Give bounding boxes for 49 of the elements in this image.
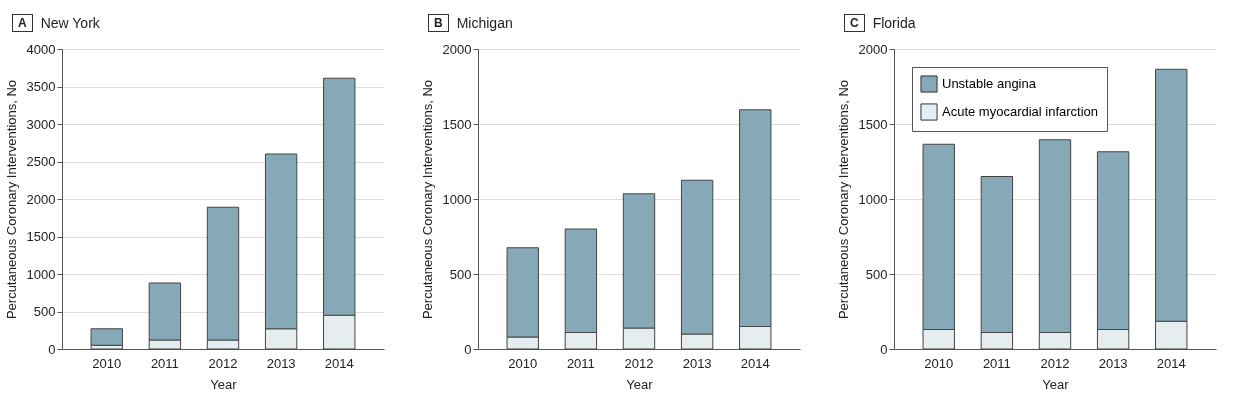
x-tick-label: 2011: [566, 355, 595, 371]
x-tick-label: 2010: [92, 355, 122, 371]
x-tick-label: 2010: [508, 355, 538, 371]
x-tick-label: 2014: [1156, 355, 1186, 371]
y-tick-label: 3000: [26, 116, 56, 132]
y-tick-label: 1500: [26, 229, 56, 244]
x-tick-label: 2013: [1098, 355, 1128, 371]
x-tick-label: 2012: [208, 355, 238, 371]
chart-title: Florida: [872, 15, 916, 31]
x-tick-label: 2012: [1040, 355, 1070, 371]
x-tick-label: 2012: [624, 355, 654, 371]
chart-title: New York: [40, 15, 100, 31]
y-axis-title: Percutaneous Coronary Interventions, No: [835, 79, 851, 320]
y-tick-label: 1000: [442, 191, 472, 207]
y-tick-label: 2500: [26, 154, 56, 169]
y-tick-label: 0: [880, 341, 888, 357]
text: C: [844, 14, 865, 32]
y-tick-label: 500: [33, 304, 56, 319]
y-tick-label: 0: [464, 341, 472, 357]
legend-label: Unstable angina: [942, 76, 1037, 91]
text: B: [428, 14, 449, 32]
legend-label: Acute myocardial infarction: [942, 104, 1099, 119]
y-axis-title: Percutaneous Coronary Interventions, No: [419, 79, 435, 320]
x-tick-label: 2011: [982, 355, 1011, 371]
x-axis-title: Year: [626, 376, 654, 392]
y-tick-label: 500: [449, 266, 472, 282]
y-tick-label: 0: [48, 341, 56, 357]
y-tick-label: 3500: [26, 79, 56, 94]
x-tick-label: 2013: [682, 355, 712, 371]
text: A: [12, 14, 33, 32]
y-tick-label: 1500: [442, 116, 472, 132]
x-axis-title: Year: [1042, 376, 1070, 392]
chart-title: Michigan: [456, 15, 513, 31]
x-tick-label: 2010: [924, 355, 954, 371]
y-tick-label: 1500: [858, 116, 888, 132]
x-tick-label: 2011: [150, 355, 179, 371]
y-axis-title: Percutaneous Coronary Interventions, No: [3, 79, 19, 320]
x-tick-label: 2013: [266, 355, 296, 371]
y-tick-label: 2000: [442, 41, 472, 57]
y-tick-label: 500: [865, 266, 888, 282]
x-tick-label: 2014: [740, 355, 770, 371]
y-tick-label: 2000: [858, 41, 888, 57]
y-tick-label: 2000: [26, 191, 56, 207]
x-tick-label: 2014: [324, 355, 354, 371]
y-tick-label: 1000: [26, 266, 56, 282]
y-tick-label: 4000: [26, 41, 56, 57]
x-axis-title: Year: [210, 376, 238, 392]
y-tick-label: 1000: [858, 191, 888, 207]
bar: [90, 328, 123, 346]
